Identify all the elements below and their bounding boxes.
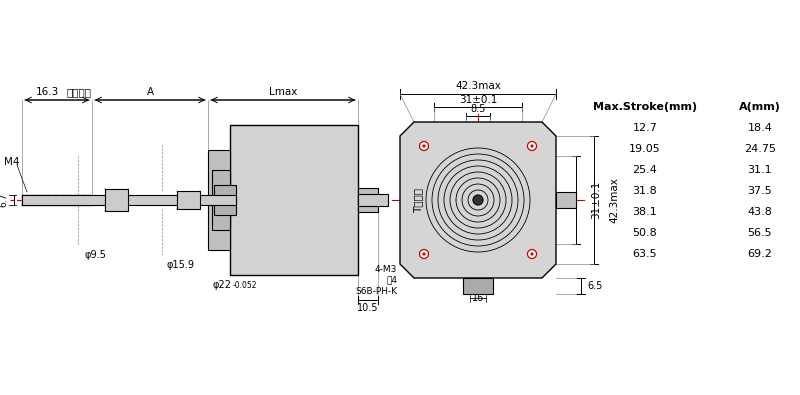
Text: 19.05: 19.05	[629, 144, 661, 154]
Text: 24.75: 24.75	[744, 144, 776, 154]
Text: 42.3max: 42.3max	[455, 81, 501, 91]
Text: T型丝杠: T型丝杠	[413, 188, 423, 213]
Bar	[208, 150, 230, 250]
Circle shape	[527, 250, 537, 258]
Bar	[463, 278, 493, 294]
Circle shape	[531, 253, 534, 255]
Bar	[556, 192, 576, 208]
Text: 31.8: 31.8	[633, 186, 658, 196]
Text: 最大行程: 最大行程	[66, 87, 91, 97]
Text: 18.4: 18.4	[747, 123, 773, 133]
Bar	[214, 185, 236, 215]
Bar	[230, 125, 358, 275]
Bar	[212, 170, 230, 230]
Circle shape	[473, 195, 483, 205]
Text: 31.1: 31.1	[748, 165, 772, 175]
Circle shape	[423, 145, 426, 147]
Text: M4: M4	[4, 157, 19, 167]
Text: A: A	[146, 87, 154, 97]
Text: 38.1: 38.1	[633, 207, 658, 217]
Text: Lmax: Lmax	[269, 87, 297, 97]
Text: 6.5: 6.5	[587, 281, 602, 291]
Text: 8.5: 8.5	[470, 104, 486, 114]
Text: -0.052: -0.052	[233, 280, 258, 290]
Circle shape	[419, 141, 429, 150]
Text: 1−6: 1−6	[463, 282, 482, 292]
Text: A(mm): A(mm)	[739, 102, 781, 112]
Text: 37.5: 37.5	[748, 186, 772, 196]
Circle shape	[423, 253, 426, 255]
Text: 43.8: 43.8	[747, 207, 773, 217]
Text: 16.3: 16.3	[35, 87, 58, 97]
Text: 63.5: 63.5	[633, 249, 658, 259]
Text: 31±0.1: 31±0.1	[591, 181, 601, 219]
Circle shape	[527, 141, 537, 150]
Text: 25.4: 25.4	[633, 165, 658, 175]
Text: φ15.9: φ15.9	[166, 260, 194, 270]
Bar	[105, 189, 128, 211]
Bar	[22, 195, 236, 205]
Text: 50.8: 50.8	[633, 228, 658, 238]
Text: 12.7: 12.7	[633, 123, 658, 133]
Text: 深4: 深4	[386, 275, 397, 284]
Text: Max.Stroke(mm): Max.Stroke(mm)	[593, 102, 697, 112]
Text: 69.2: 69.2	[747, 249, 773, 259]
Bar	[358, 188, 378, 212]
Text: 42.3max: 42.3max	[609, 177, 619, 223]
Bar	[177, 191, 200, 209]
Bar	[358, 194, 388, 206]
Text: 31±0.1: 31±0.1	[459, 95, 497, 105]
Text: 16: 16	[472, 293, 484, 303]
Text: 10.5: 10.5	[358, 303, 378, 313]
Circle shape	[531, 145, 534, 147]
Text: 6.7: 6.7	[0, 193, 9, 207]
Circle shape	[419, 250, 429, 258]
Text: φ22: φ22	[212, 280, 231, 290]
Polygon shape	[400, 122, 556, 278]
Text: 4-M3: 4-M3	[374, 265, 397, 275]
Text: 56.5: 56.5	[748, 228, 772, 238]
Text: S6B-PH-K: S6B-PH-K	[355, 286, 397, 295]
Text: φ9.5: φ9.5	[84, 250, 106, 260]
